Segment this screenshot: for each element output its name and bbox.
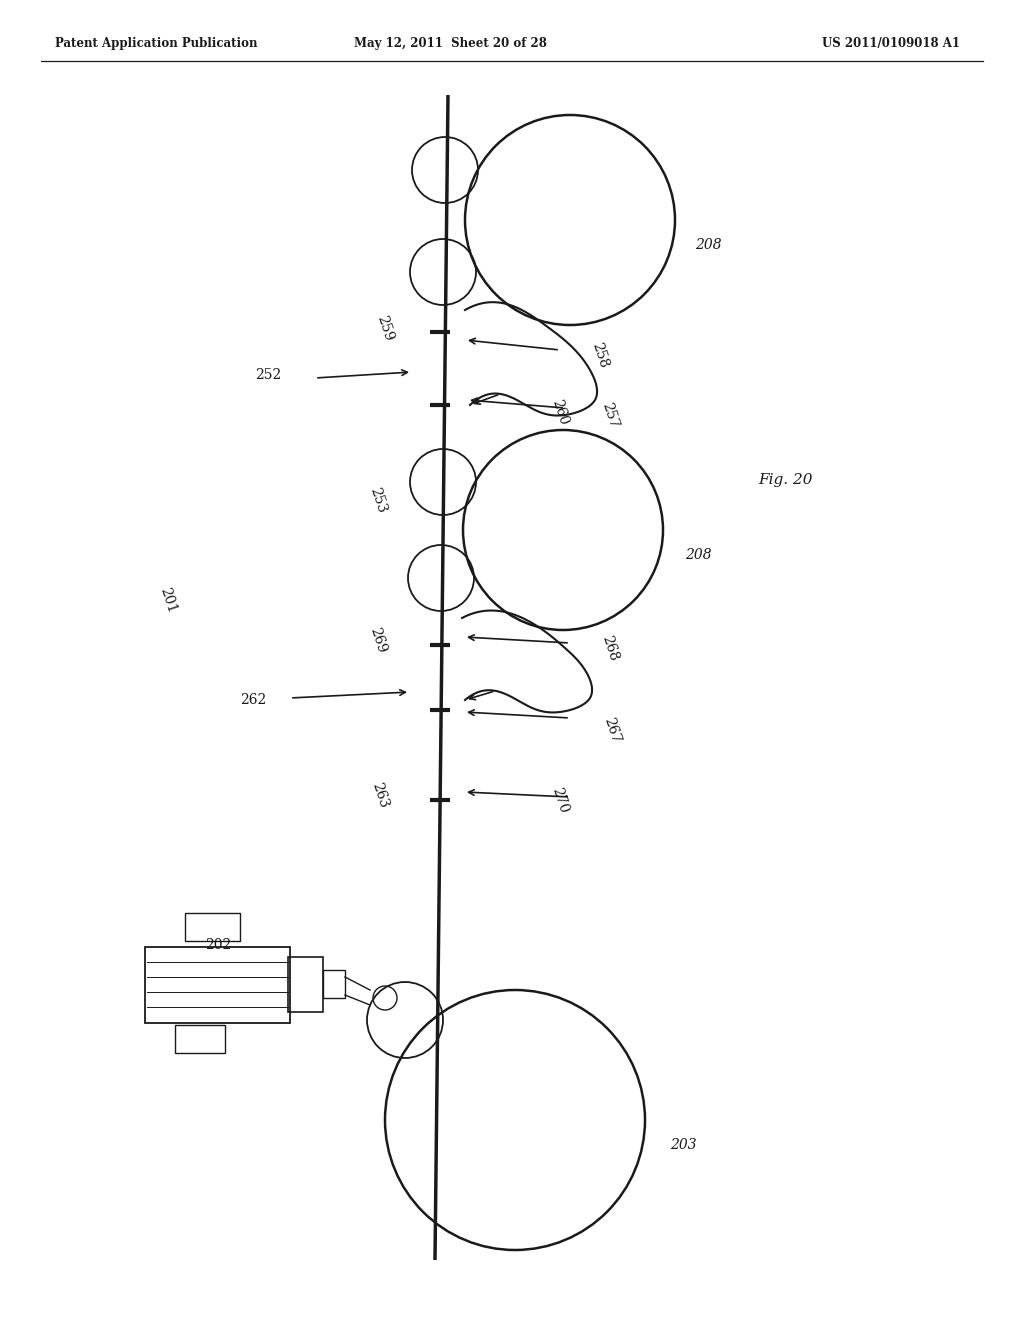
Text: 203: 203 (670, 1138, 696, 1152)
Bar (145, 946, 290, 1023)
Text: US 2011/0109018 A1: US 2011/0109018 A1 (822, 37, 961, 50)
Text: 208: 208 (685, 548, 712, 562)
Bar (288, 957, 323, 1012)
Text: 259: 259 (375, 313, 395, 343)
Text: 267: 267 (601, 715, 623, 744)
Text: Fig. 20: Fig. 20 (758, 473, 812, 487)
Text: 201: 201 (158, 585, 179, 615)
Bar (185, 913, 240, 941)
Text: 262: 262 (240, 693, 266, 708)
Text: 263: 263 (370, 780, 391, 809)
Text: 258: 258 (589, 341, 610, 370)
Bar (323, 970, 345, 998)
Text: Patent Application Publication: Patent Application Publication (55, 37, 257, 50)
Text: 269: 269 (368, 626, 389, 655)
Text: 270: 270 (549, 785, 570, 814)
Text: 202: 202 (205, 939, 231, 952)
Text: 252: 252 (255, 368, 282, 381)
Text: 260: 260 (549, 397, 570, 426)
Text: 268: 268 (599, 634, 621, 663)
Text: 208: 208 (695, 238, 722, 252)
Text: 257: 257 (599, 400, 621, 430)
Text: 253: 253 (368, 486, 389, 515)
Text: May 12, 2011  Sheet 20 of 28: May 12, 2011 Sheet 20 of 28 (353, 37, 547, 50)
Bar (175, 1026, 225, 1053)
